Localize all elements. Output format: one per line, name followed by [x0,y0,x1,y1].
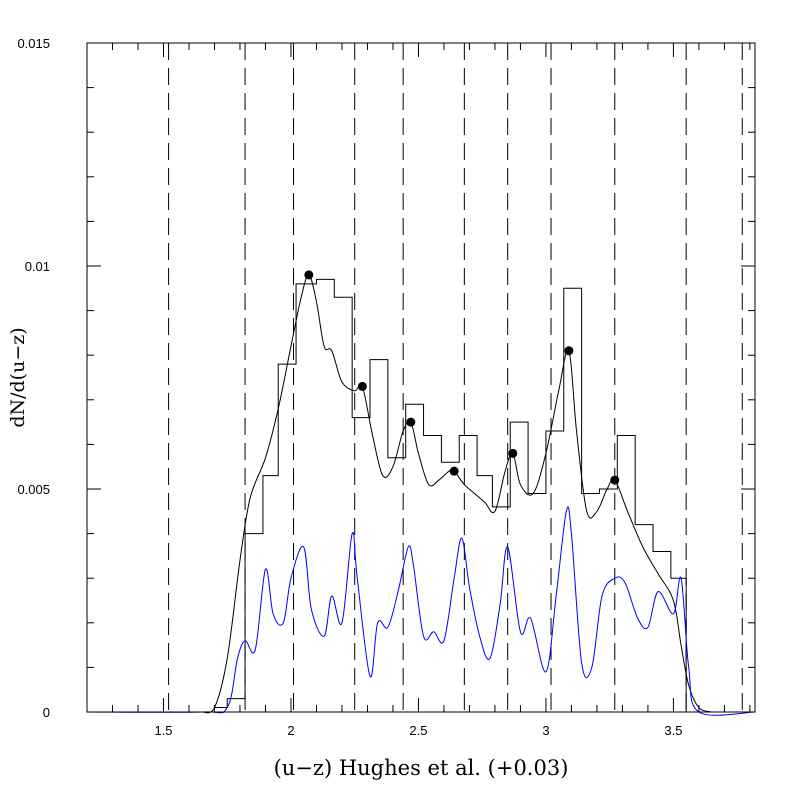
x-tick-label: 1.5 [154,723,172,738]
curves [86,274,756,716]
data-point [304,270,314,280]
ticks [86,42,755,713]
histogram-outline [213,278,687,712]
y-tick-label: 0.01 [25,259,50,274]
x-axis-title: (u−z) Hughes et al. (+0.03) [274,756,569,780]
histogram [213,278,687,712]
blue-curve [86,506,756,716]
x-tick-label: 2.5 [409,723,427,738]
data-point [508,448,518,458]
y-tick-label: 0.015 [17,36,50,51]
y-axis-title: dN/d(u−z) [7,327,29,427]
data-point [564,346,574,356]
data-point [610,475,620,485]
y-tick-label: 0 [43,705,50,720]
x-tick-label: 2 [287,723,294,738]
x-tick-label: 3.5 [664,723,682,738]
data-point [357,381,367,391]
data-point [449,466,459,476]
data-point [406,417,416,427]
points [304,270,620,485]
dashed-lines [168,43,743,712]
plot-frame [86,42,756,713]
y-tick-label: 0.005 [17,482,50,497]
x-tick-label: 3 [542,723,549,738]
tick-labels: 1.5 2 2.5 3 3.5 0 0.005 0.01 0.015 [17,36,682,738]
